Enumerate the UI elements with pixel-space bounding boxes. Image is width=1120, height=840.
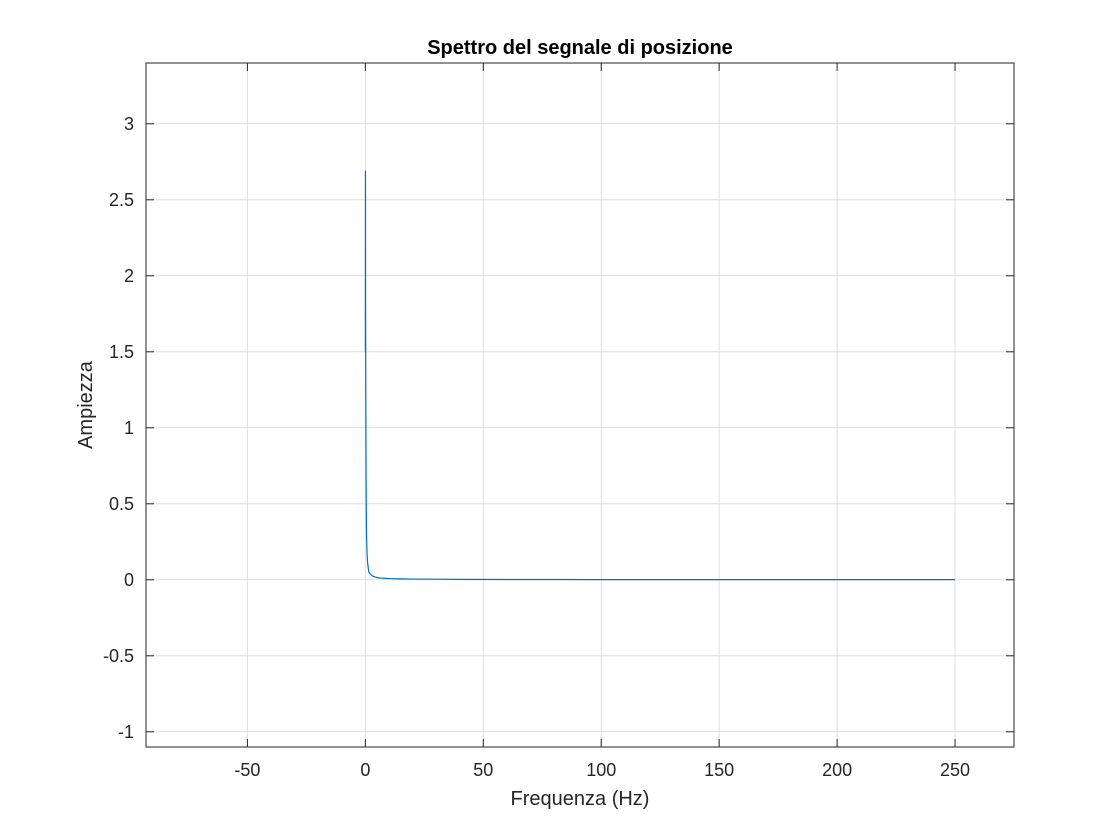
- x-tick-labels: -50 0 50 100 150 200 250: [234, 760, 970, 780]
- x-tick-label: 50: [473, 760, 493, 780]
- axes-background: [145, 62, 1015, 748]
- y-tick-label: 0: [124, 570, 134, 590]
- x-tick-label: 150: [704, 760, 734, 780]
- y-tick-label: 3: [124, 114, 134, 134]
- y-tick-label: 0.5: [109, 494, 134, 514]
- y-tick-label: -0.5: [103, 646, 134, 666]
- plot-area: [364, 170, 956, 581]
- y-tick-label: 2: [124, 266, 134, 286]
- tick-marks: [146, 63, 1014, 747]
- x-axis-label: Frequenza (Hz): [511, 788, 650, 810]
- y-tick-label: 1: [124, 418, 134, 438]
- y-tick-label: 1.5: [109, 342, 134, 362]
- x-tick-label: 0: [360, 760, 370, 780]
- spectrum-line: [364, 170, 956, 581]
- x-tick-label: 200: [822, 760, 852, 780]
- x-tick-label: 250: [940, 760, 970, 780]
- y-axis-label: Ampiezza: [75, 360, 97, 449]
- y-tick-label: -1: [118, 722, 134, 742]
- y-tick-label: 2.5: [109, 190, 134, 210]
- y-tick-labels: -1 -0.5 0 0.5 1 1.5 2 2.5 3: [103, 114, 134, 742]
- x-tick-label: 100: [586, 760, 616, 780]
- x-tick-label: -50: [234, 760, 260, 780]
- chart-title: Spettro del segnale di posizione: [427, 37, 733, 59]
- axes-box: [145, 62, 1015, 748]
